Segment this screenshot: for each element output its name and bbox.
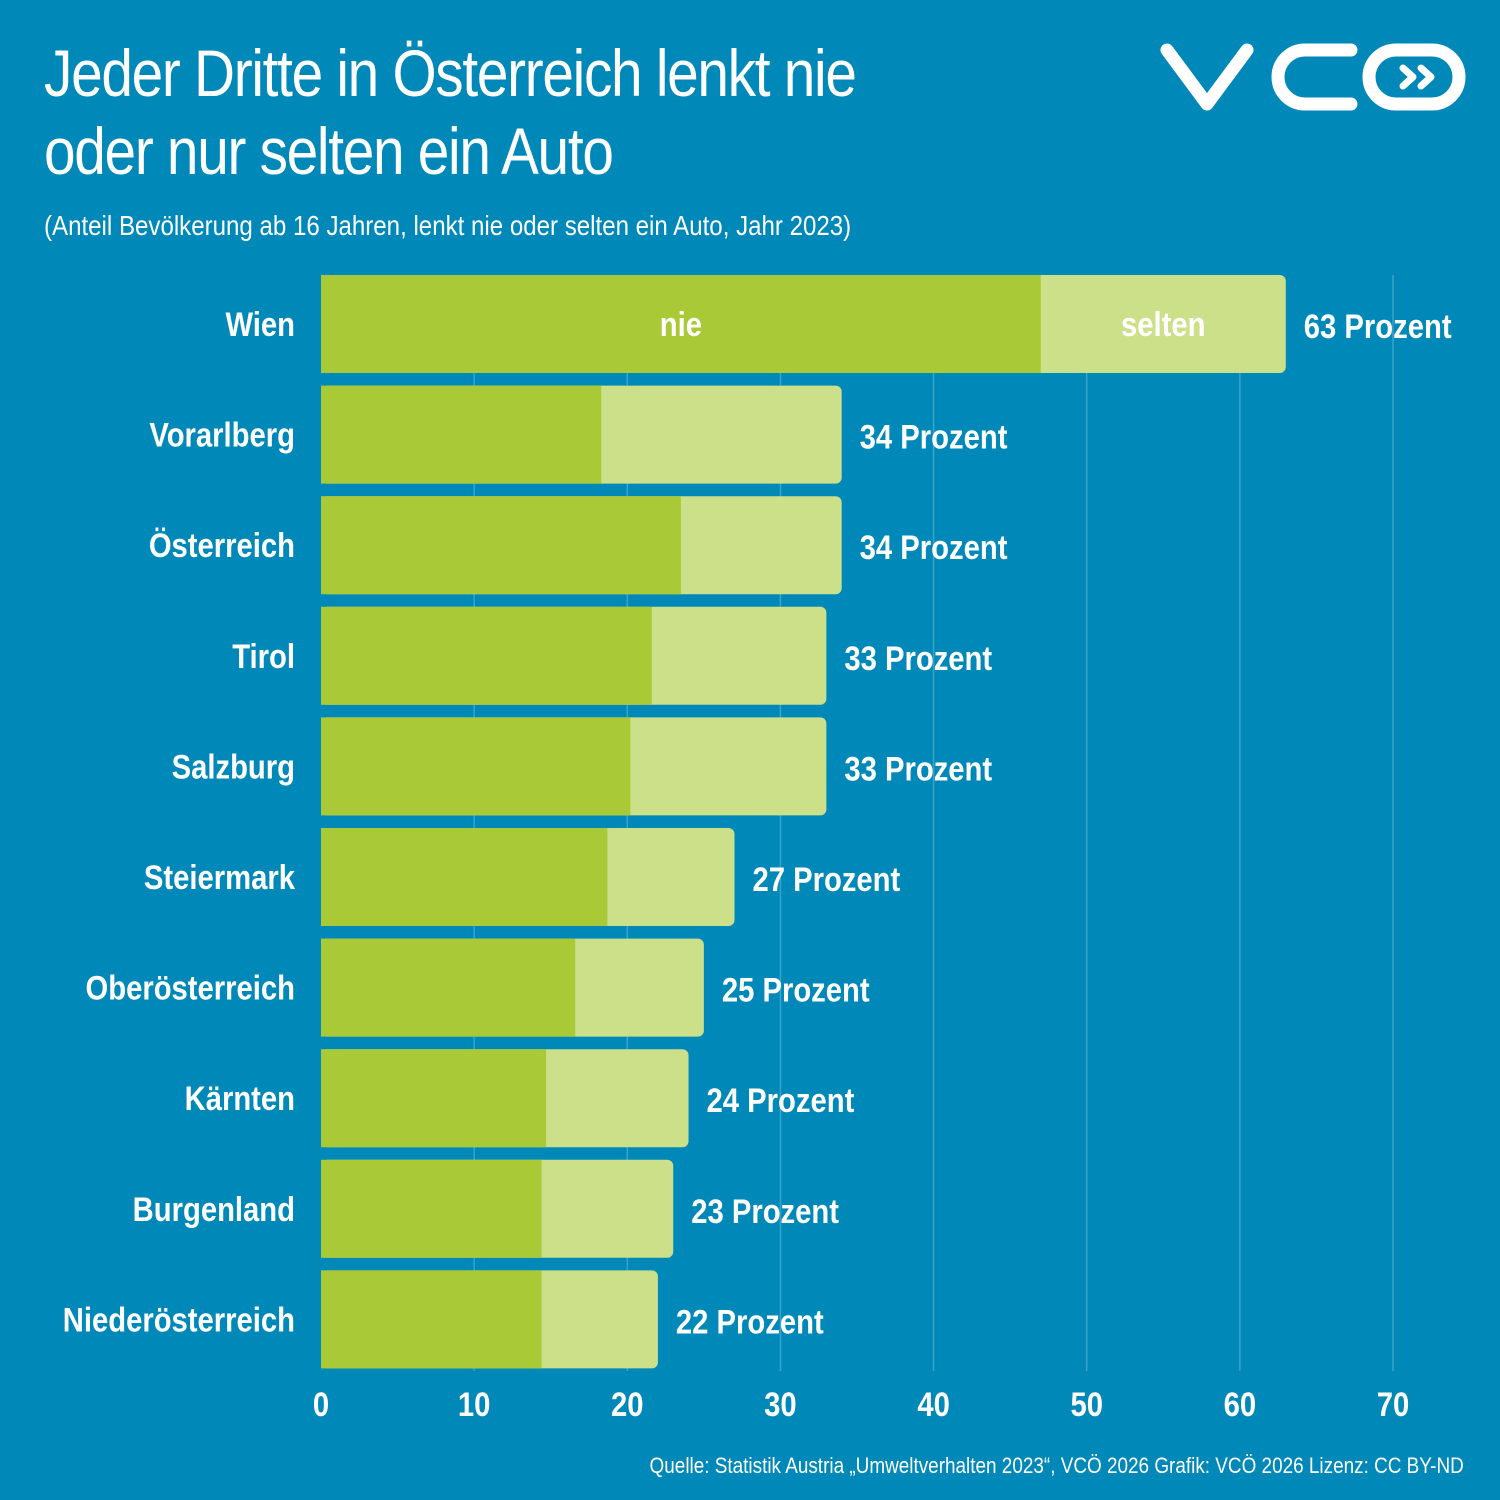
bar-nie <box>321 828 608 926</box>
chart-subtitle: (Anteil Bevölkerung ab 16 Jahren, lenkt … <box>44 210 852 241</box>
source-note: Quelle: Statistik Austria „Umweltverhalt… <box>649 1453 1464 1478</box>
x-axis: 0 10 20 30 40 50 60 70 <box>313 1385 1409 1424</box>
bar-nie <box>321 1049 547 1148</box>
x-tick-label: 70 <box>1377 1385 1410 1424</box>
title-line-2: oder nur selten ein Auto <box>44 114 614 188</box>
total-value-label: 24 Prozent <box>707 1081 855 1120</box>
bar-nie <box>321 606 652 705</box>
total-value-label: 25 Prozent <box>722 971 870 1010</box>
total-value-label: 22 Prozent <box>676 1302 824 1341</box>
x-tick-label: 30 <box>764 1385 797 1424</box>
bars <box>321 275 1286 1369</box>
bar-nie <box>321 1270 542 1369</box>
category-label: Niederösterreich <box>63 1300 295 1339</box>
x-tick-label: 50 <box>1070 1385 1103 1424</box>
category-label: Tirol <box>232 637 295 676</box>
x-tick-label: 20 <box>611 1385 644 1424</box>
title-line-1: Jeder Dritte in Österreich lenkt nie <box>44 36 857 110</box>
labels: Wien 63 Prozent nie selten Vorarlberg 34 Proz… <box>63 305 1452 1341</box>
total-value-label: 27 Prozent <box>752 860 900 899</box>
total-value-label: 63 Prozent <box>1304 307 1452 346</box>
bar-nie <box>321 275 1041 373</box>
category-label: Vorarlberg <box>149 416 295 455</box>
total-value-label: 23 Prozent <box>691 1192 839 1231</box>
total-value-label: 33 Prozent <box>844 749 992 788</box>
total-value-label: 33 Prozent <box>844 639 992 678</box>
category-label: Wien <box>225 305 295 344</box>
segment-label-selten: selten <box>1121 305 1205 344</box>
category-label: Steiermark <box>144 858 295 897</box>
category-label: Salzburg <box>172 747 295 786</box>
total-value-label: 34 Prozent <box>860 418 1008 457</box>
category-label: Kärnten <box>185 1079 295 1118</box>
bar-nie <box>321 385 602 484</box>
category-label: Österreich <box>149 526 295 565</box>
bar-nie <box>321 1159 542 1258</box>
category-label: Burgenland <box>133 1190 295 1229</box>
vco-logo-icon <box>1160 43 1466 111</box>
x-tick-label: 10 <box>458 1385 491 1424</box>
chart-title: Jeder Dritte in Österreich lenkt nie ode… <box>44 34 1076 190</box>
x-tick-label: 40 <box>917 1385 950 1424</box>
bar-nie <box>321 938 576 1037</box>
total-value-label: 34 Prozent <box>860 528 1008 567</box>
x-tick-label: 0 <box>313 1385 329 1424</box>
bar-nie <box>321 496 681 595</box>
x-tick-label: 60 <box>1224 1385 1257 1424</box>
segment-label-nie: nie <box>660 305 702 344</box>
category-label: Oberösterreich <box>86 969 295 1008</box>
bar-nie <box>321 717 631 816</box>
